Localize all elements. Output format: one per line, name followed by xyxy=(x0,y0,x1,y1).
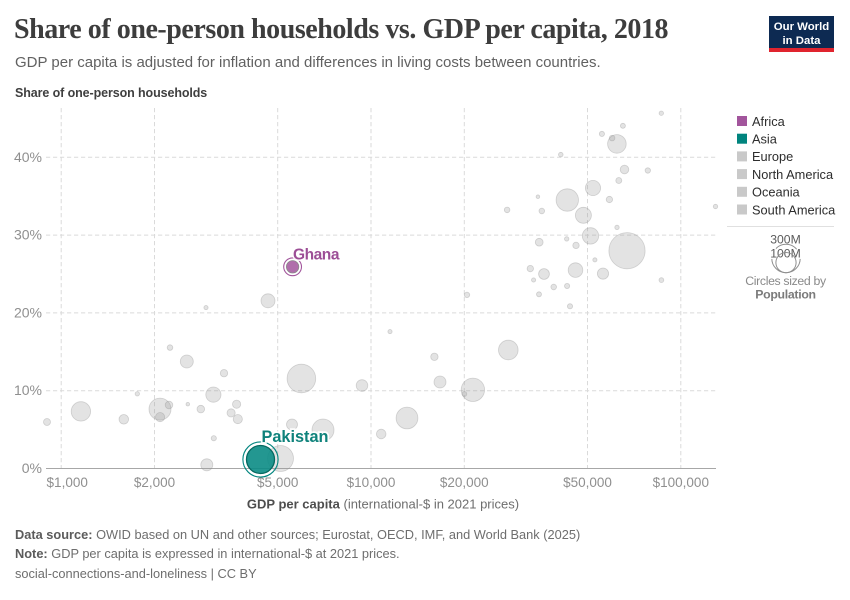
svg-text:South America: South America xyxy=(752,202,836,217)
svg-text:Asia: Asia xyxy=(752,132,778,147)
svg-text:Pakistan: Pakistan xyxy=(262,428,329,446)
svg-text:30%: 30% xyxy=(14,227,42,243)
svg-text:Oceania: Oceania xyxy=(752,185,801,200)
svg-text:20%: 20% xyxy=(14,304,42,320)
svg-text:Africa: Africa xyxy=(752,114,786,129)
svg-text:40%: 40% xyxy=(14,149,42,165)
svg-text:Europe: Europe xyxy=(752,149,793,164)
svg-text:North America: North America xyxy=(752,167,834,182)
svg-text:$20,000: $20,000 xyxy=(440,475,489,490)
svg-text:Circles sized by: Circles sized by xyxy=(745,274,827,288)
svg-text:GDP per capita (international-: GDP per capita (international-$ in 2021 … xyxy=(247,497,519,512)
svg-text:Ghana: Ghana xyxy=(293,247,340,264)
svg-text:300M: 300M xyxy=(770,233,801,247)
svg-text:$100,000: $100,000 xyxy=(653,475,709,490)
svg-text:$5,000: $5,000 xyxy=(257,475,298,490)
svg-text:$10,000: $10,000 xyxy=(347,475,396,490)
svg-text:$1,000: $1,000 xyxy=(47,475,88,490)
svg-text:0%: 0% xyxy=(22,460,42,476)
svg-text:Population: Population xyxy=(755,288,816,302)
svg-text:10%: 10% xyxy=(14,382,42,398)
svg-text:$2,000: $2,000 xyxy=(134,475,175,490)
svg-text:100M: 100M xyxy=(770,247,801,261)
svg-text:$50,000: $50,000 xyxy=(563,475,612,490)
